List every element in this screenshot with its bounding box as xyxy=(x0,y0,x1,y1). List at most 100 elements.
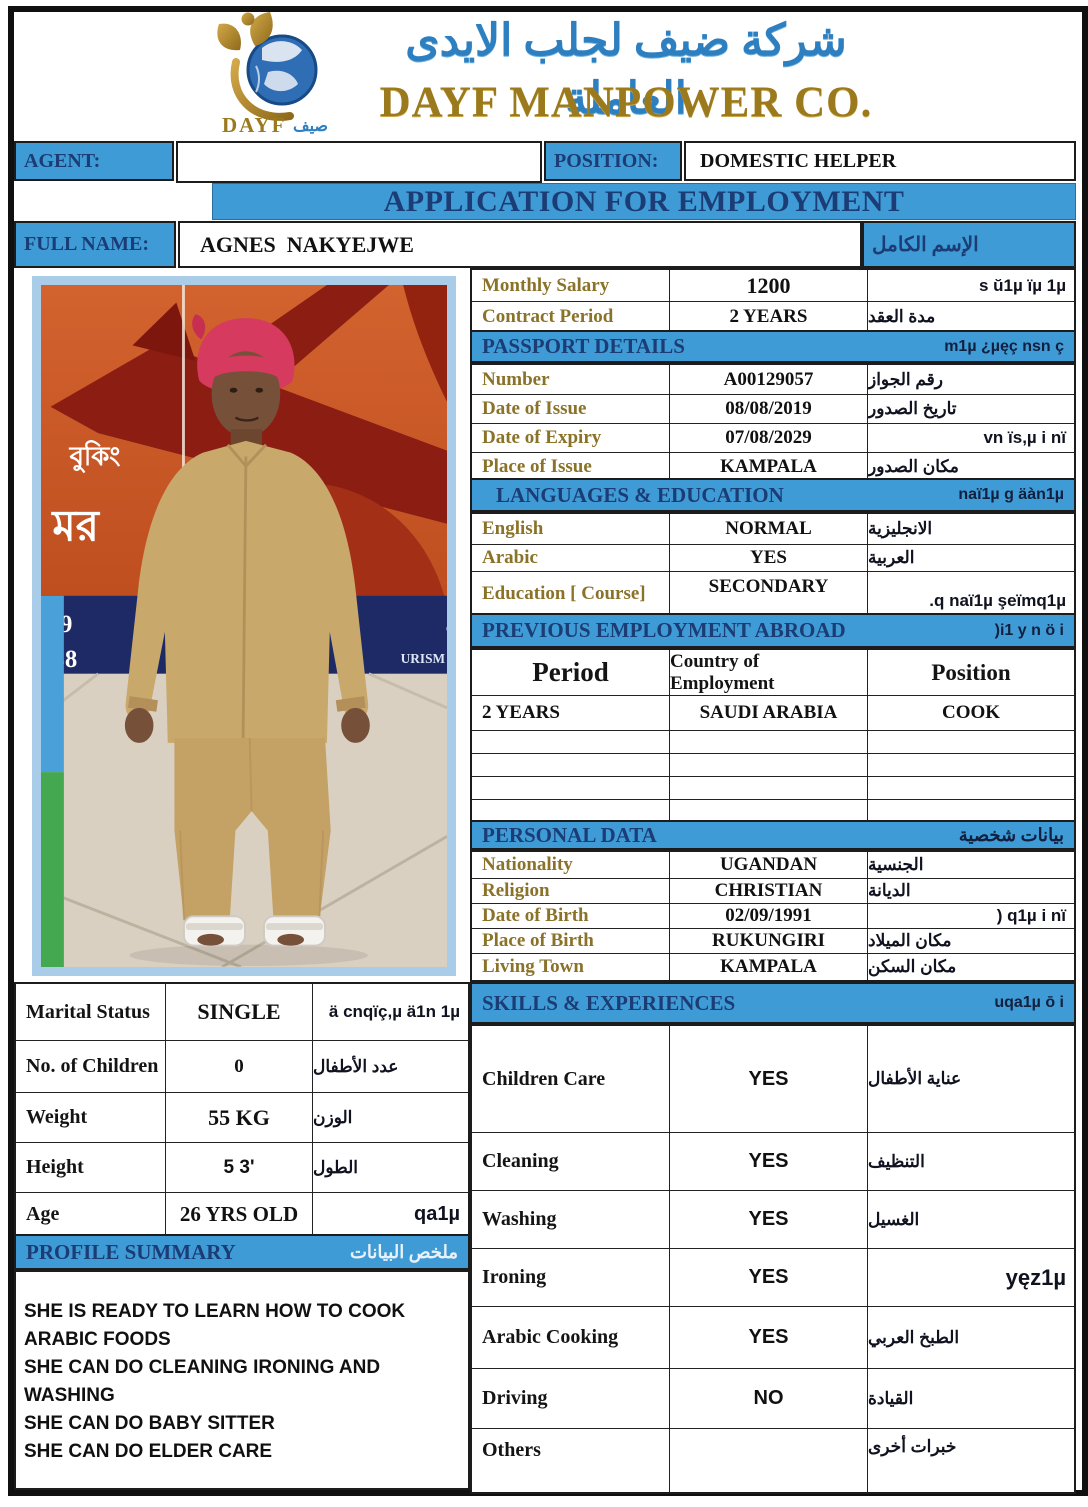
employment-country xyxy=(669,731,867,753)
profile-summary-text: SHE IS READY TO LEARN HOW TO COOK ARABIC… xyxy=(14,1270,470,1490)
field-label: Arabic xyxy=(482,547,538,568)
field-label: Height xyxy=(26,1156,84,1178)
field-value: SINGLE xyxy=(165,984,312,1040)
field-label-arabic: العربية xyxy=(867,545,1074,571)
table-row: Date of Issue 08/08/2019 تاريخ الصدور xyxy=(472,394,1074,423)
skill-value: YES xyxy=(669,1307,867,1368)
table-row: Height 5 3' الطول xyxy=(16,1142,468,1192)
field-value: 08/08/2019 xyxy=(669,395,867,423)
logo-arabic-text: صيف xyxy=(293,118,328,135)
field-value: 55 KG xyxy=(165,1093,312,1142)
table-row xyxy=(472,799,1074,822)
section-title-arabic: naï1µ g äàn1µ xyxy=(958,486,1064,503)
skill-label-arabic: الطبخ العربي xyxy=(867,1307,1074,1368)
profile-line: SHE CAN DO CLEANING IRONING AND WASHING xyxy=(24,1357,381,1406)
field-label: Religion xyxy=(482,880,550,901)
field-label-arabic: مكان السكن xyxy=(867,954,1074,980)
field-value: 07/08/2029 xyxy=(669,424,867,452)
section-title: PREVIOUS EMPLOYMENT ABROAD xyxy=(482,618,846,642)
field-label-arabic: ä cnqïç,µ ä1n 1µ xyxy=(312,984,468,1040)
employment-country xyxy=(669,754,867,776)
position-value-field: DOMESTIC HELPER xyxy=(684,141,1076,181)
section-previous-employment: PREVIOUS EMPLOYMENT ABROAD )i1 y n ö i xyxy=(470,613,1076,648)
field-label: Living Town xyxy=(482,956,584,977)
section-title: PASSPORT DETAILS xyxy=(482,334,685,358)
field-label: Date of Birth xyxy=(482,905,589,926)
section-title-arabic: بيانات شخصية xyxy=(958,824,1064,845)
poster-text-bengali-1: বুকিং xyxy=(69,440,121,473)
field-label-arabic: vn ïs,µ i nï xyxy=(867,424,1074,452)
field-value: 02/09/1991 xyxy=(669,904,867,928)
field-value: KAMPALA xyxy=(669,453,867,480)
employment-position: COOK xyxy=(867,696,1074,730)
field-label: No. of Children xyxy=(26,1055,159,1077)
profile-line: SHE CAN DO ELDER CARE xyxy=(24,1441,273,1462)
company-title-arabic: شركة ضيف لجلب الايدى العاملة xyxy=(405,16,847,123)
application-banner: APPLICATION FOR EMPLOYMENT xyxy=(212,183,1076,220)
field-label-arabic: مكان الصدور xyxy=(867,453,1074,480)
skills-table: Children Care YES عناية الأطفال Cleaning… xyxy=(470,1024,1076,1494)
poster-text-tourism: URISM xyxy=(401,651,446,666)
table-row: Monthly Salary 1200 s ŭ1µ ïµ 1µ xyxy=(472,270,1074,301)
full-name-label-arabic: الإسم الكامل xyxy=(862,221,1076,268)
section-personal-data: PERSONAL DATA بيانات شخصية xyxy=(470,820,1076,850)
section-title: LANGUAGES & EDUCATION xyxy=(496,482,784,507)
table-row: Cleaning YES التنظيف xyxy=(472,1132,1074,1190)
field-label-arabic: الوزن xyxy=(312,1093,468,1142)
table-row: Number A00129057 رقم الجواز xyxy=(472,365,1074,394)
poster-text-bengali-2: মর xyxy=(50,503,100,551)
field-label-arabic: الانجليزية xyxy=(867,514,1074,544)
field-label: Monthly Salary xyxy=(482,274,610,296)
full-name-label: FULL NAME: xyxy=(14,221,176,268)
skill-value: YES xyxy=(669,1026,867,1132)
company-title-english: DAYF MANPOWER CO. xyxy=(379,79,873,126)
field-label-arabic: الطول xyxy=(312,1143,468,1192)
skill-label-arabic: عناية الأطفال xyxy=(867,1026,1074,1132)
employment-position xyxy=(867,800,1074,822)
section-title-arabic: uqa1µ ō i xyxy=(994,994,1064,1011)
field-value: 26 YRS OLD xyxy=(165,1193,312,1236)
table-row: Contract Period 2 YEARS مدة العقد xyxy=(472,301,1074,332)
section-profile-summary: PROFILE SUMMARY ملخص البيانات xyxy=(14,1234,470,1270)
section-title-arabic: m1µ ¿µęç nsn ç xyxy=(944,337,1064,355)
profile-line: SHE CAN DO BABY SITTER xyxy=(24,1413,275,1434)
field-value: YES xyxy=(669,545,867,571)
column-header-position: Position xyxy=(867,650,1074,695)
skill-label-arabic: القيادة xyxy=(867,1369,1074,1428)
table-row: 2 YEARS SAUDI ARABIA COOK xyxy=(472,695,1074,730)
table-row: Date of Expiry 07/08/2029 vn ïs,µ i nï xyxy=(472,423,1074,452)
languages-table: English NORMAL الانجليزية Arabic YES الع… xyxy=(470,512,1076,617)
field-label: Nationality xyxy=(482,854,573,875)
field-label-arabic: s ŭ1µ ïµ 1µ xyxy=(867,270,1074,301)
company-logo: DAYF صيف xyxy=(210,10,332,137)
section-title-arabic: )i1 y n ö i xyxy=(994,621,1064,639)
attributes-table: Marital Status SINGLE ä cnqïç,µ ä1n 1µ N… xyxy=(14,982,470,1238)
field-value: 1200 xyxy=(669,270,867,301)
table-row: Arabic YES العربية xyxy=(472,544,1074,571)
employment-table: Period Country of Employment Position 2 … xyxy=(470,648,1076,824)
field-value: CHRISTIAN xyxy=(669,879,867,903)
field-label: Number xyxy=(482,368,550,390)
table-row xyxy=(472,730,1074,753)
skill-label: Others xyxy=(482,1439,541,1461)
field-label-arabic: رقم الجواز xyxy=(867,365,1074,394)
table-row: Washing YES الغسيل xyxy=(472,1190,1074,1248)
employment-country xyxy=(669,800,867,822)
section-title: PERSONAL DATA xyxy=(482,822,657,847)
applicant-photo: বুকিং মর 9 38 الاخ URISM xyxy=(32,276,482,976)
field-label-arabic: الديانة xyxy=(867,879,1074,903)
skill-value: YES xyxy=(669,1133,867,1190)
table-row: Children Care YES عناية الأطفال xyxy=(472,1026,1074,1132)
field-value: KAMPALA xyxy=(669,954,867,980)
table-header-row: Period Country of Employment Position xyxy=(472,650,1074,695)
applicant-photo-image: বুকিং মর 9 38 الاخ URISM xyxy=(40,285,482,969)
field-label: Marital Status xyxy=(26,1000,150,1023)
section-title: PROFILE SUMMARY xyxy=(26,1239,236,1264)
employment-country xyxy=(669,777,867,799)
table-row: No. of Children 0 عدد الأطفال xyxy=(16,1040,468,1092)
salary-table: Monthly Salary 1200 s ŭ1µ ïµ 1µ Contract… xyxy=(470,268,1076,334)
section-skills-experiences: SKILLS & EXPERIENCES uqa1µ ō i xyxy=(470,982,1076,1024)
field-value: 2 YEARS xyxy=(669,302,867,332)
field-label: Date of Issue xyxy=(482,398,587,419)
skill-label: Ironing xyxy=(482,1266,547,1288)
